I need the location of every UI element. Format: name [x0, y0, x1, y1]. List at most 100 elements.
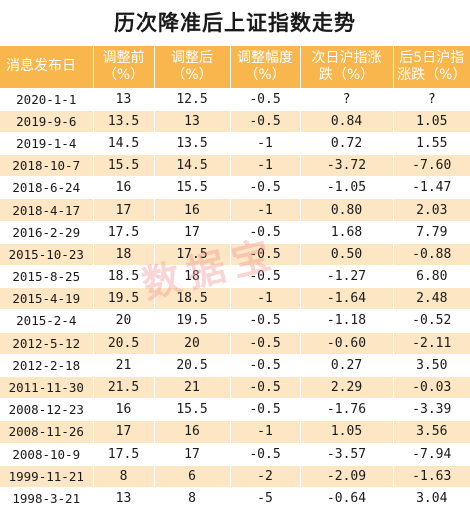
table-cell: -1.76	[300, 398, 394, 422]
table-cell: 2012-5-12	[0, 332, 94, 355]
table-cell: 17	[154, 443, 231, 466]
table-cell: 17.5	[154, 243, 231, 267]
table-cell: 18.5	[93, 265, 155, 289]
table-cell: 16	[154, 198, 231, 222]
table-cell: 1998-3-21	[0, 487, 94, 510]
table-cell: 17	[93, 420, 155, 444]
table-cell: 16	[93, 398, 155, 422]
table-cell: 20	[93, 309, 155, 333]
table-cell: -1	[230, 287, 301, 311]
table-cell: 21	[93, 354, 155, 377]
table-cell: 3.56	[393, 420, 470, 444]
table-row: 2018-4-17 17 16 -1 0.80 2.03	[0, 198, 470, 222]
header-line: 涨跌（%）	[397, 66, 467, 83]
table-cell: -0.5	[230, 332, 301, 355]
table-cell: 13	[93, 487, 155, 510]
header-cell: 后5日沪指 涨跌（%）	[393, 46, 470, 89]
table-cell: -1.27	[300, 265, 394, 289]
table-cell: -3.39	[393, 398, 470, 422]
table-cell: 2016-2-29	[0, 221, 94, 244]
table-row: 2015-8-25 18.5 18 -0.5 -1.27 6.80	[0, 265, 470, 289]
table-cell: 6.80	[393, 265, 470, 289]
table-cell: 2019-9-6	[0, 110, 94, 133]
table-cell: 18	[93, 243, 155, 267]
table-cell: -0.88	[393, 243, 470, 267]
table-cell: -7.60	[393, 154, 470, 178]
table-cell: 20.5	[154, 354, 231, 377]
table-row: 2019-1-4 14.5 13.5 -1 0.72 1.55	[0, 132, 470, 156]
table-cell: 2015-10-23	[0, 243, 94, 267]
table-cell: 2018-10-7	[0, 154, 94, 178]
table-cell: 13.5	[93, 110, 155, 133]
table-cell: 18	[154, 265, 231, 289]
table-cell: -0.5	[230, 176, 301, 200]
table-cell: -1.64	[300, 287, 394, 311]
table-cell: 3.04	[393, 487, 470, 510]
table-cell: 1999-11-21	[0, 465, 94, 488]
table-row: 2016-2-29 17.5 17 -0.5 1.68 7.79	[0, 221, 470, 244]
table-cell: 2012-2-18	[0, 354, 94, 377]
table-cell: 17	[154, 221, 231, 244]
table-cell: -0.5	[230, 265, 301, 289]
table-cell: 0.80	[300, 198, 394, 222]
table-cell: 16	[93, 176, 155, 200]
table-row: 2008-10-9 17.5 17 -0.5 -3.57 -7.94	[0, 443, 470, 466]
table-row: 2018-6-24 16 15.5 -0.5 -1.05 -1.47	[0, 176, 470, 200]
table-cell: 0.72	[300, 132, 394, 156]
table-cell: 17.5	[93, 221, 155, 244]
table-cell: 15.5	[154, 176, 231, 200]
header-row: 消息发布日 调整前 （%） 调整后 （%） 调整幅度 （%） 次日沪指涨 跌（%） 后5日沪指 涨跌…	[0, 46, 470, 89]
table-row: 2018-10-7 15.5 14.5 -1 -3.72 -7.60	[0, 154, 470, 178]
table-row: 2019-9-6 13.5 13 -0.5 0.84 1.05	[0, 110, 470, 133]
table-cell: ?	[393, 88, 470, 111]
table-cell: 12.5	[154, 88, 231, 111]
table-row: 2012-5-12 20.5 20 -0.5 -0.60 -2.11	[0, 332, 470, 355]
table-cell: 13	[154, 110, 231, 133]
table-row: 2015-2-4 20 19.5 -0.5 -1.18 -0.52	[0, 309, 470, 333]
header-line: （%）	[102, 66, 145, 83]
table-cell: 1.68	[300, 221, 394, 244]
table-cell: 2011-11-30	[0, 376, 94, 400]
table-cell: -0.64	[300, 487, 394, 510]
table-cell: 2015-4-19	[0, 287, 94, 311]
table-cell: 2.48	[393, 287, 470, 311]
table-row: 2015-4-19 19.5 18.5 -1 -1.64 2.48	[0, 287, 470, 311]
table-cell: 2015-2-4	[0, 309, 94, 333]
table-cell: ?	[300, 88, 394, 111]
table-cell: 18.5	[154, 287, 231, 311]
table-cell: -7.94	[393, 443, 470, 466]
table-cell: -0.03	[393, 376, 470, 400]
header-line: （%）	[244, 66, 286, 83]
table-cell: 21.5	[93, 376, 155, 400]
table-row: 2008-11-26 17 16 -1 1.05 3.56	[0, 420, 470, 444]
table-cell: 2018-4-17	[0, 198, 94, 222]
table-cell: -3.72	[300, 154, 394, 178]
table-cell: -2.11	[393, 332, 470, 355]
table-cell: 2019-1-4	[0, 132, 94, 156]
table-cell: -1	[230, 154, 301, 178]
header-cell: 调整幅度 （%）	[230, 46, 301, 89]
table-header: 消息发布日 调整前 （%） 调整后 （%） 调整幅度 （%） 次日沪指涨 跌（%） 后5日沪指 涨跌…	[0, 46, 470, 89]
header-cell: 调整后 （%）	[154, 46, 231, 89]
table-cell: 7.79	[393, 221, 470, 244]
table-body: 2020-1-1 13 12.5 -0.5?? 2019-9-6 13.5 13 -0.5 0.…	[0, 88, 470, 510]
table-cell: -0.5	[230, 88, 301, 111]
table-cell: 0.84	[300, 110, 394, 133]
table-cell: 19.5	[154, 309, 231, 333]
table-cell: -0.52	[393, 309, 470, 333]
table-cell: -0.5	[230, 243, 301, 267]
header-line: 调整前	[102, 49, 145, 66]
table-cell: -1.18	[300, 309, 394, 333]
table-cell: 15.5	[93, 154, 155, 178]
table-cell: 8	[93, 465, 155, 488]
table-cell: 6	[154, 465, 231, 488]
table-cell: 2008-10-9	[0, 443, 94, 466]
table-row: 2012-2-18 21 20.5 -0.5 0.27 3.50	[0, 354, 470, 377]
table-cell: 14.5	[154, 154, 231, 178]
table-cell: -0.5	[230, 354, 301, 377]
table-cell: 15.5	[154, 398, 231, 422]
table-cell: 2008-11-26	[0, 420, 94, 444]
table-row: 2020-1-1 13 12.5 -0.5??	[0, 88, 470, 111]
header-cell: 调整前 （%）	[93, 46, 155, 89]
table-cell: 8	[154, 487, 231, 510]
